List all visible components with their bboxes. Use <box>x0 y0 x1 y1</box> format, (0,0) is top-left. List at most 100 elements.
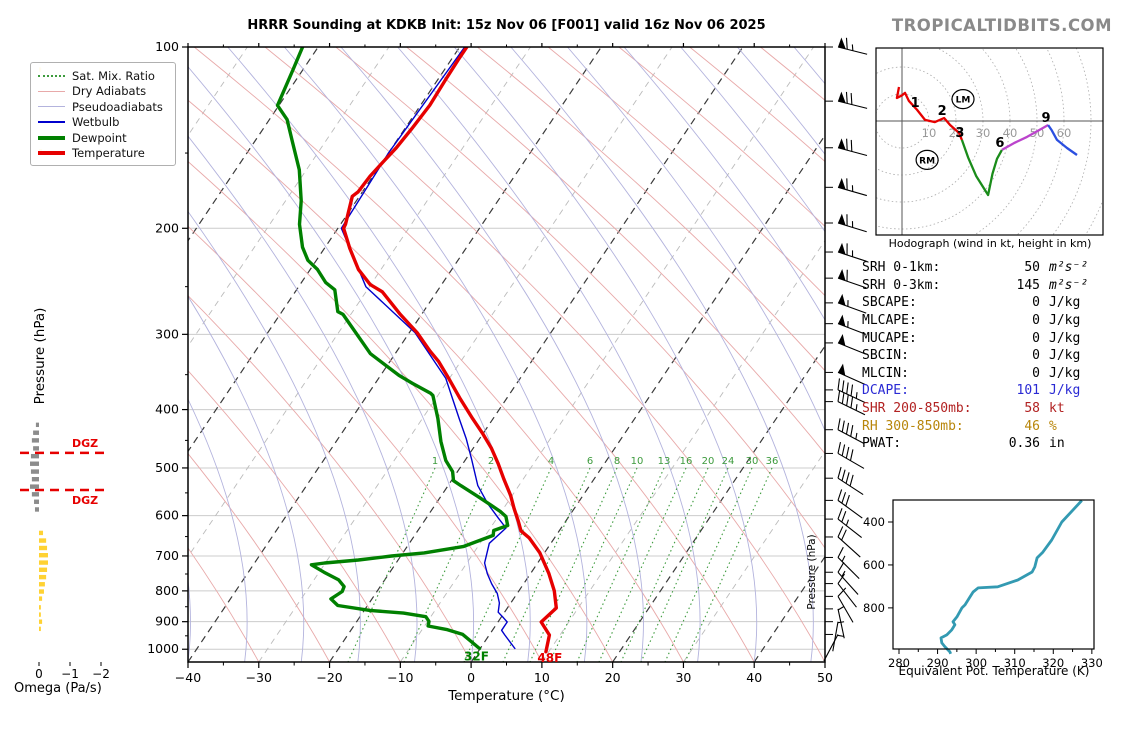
stat-value: 101 <box>1016 383 1040 399</box>
hodograph-ring-label: 30 <box>976 126 991 140</box>
legend-item-label: Dewpoint <box>72 130 127 145</box>
omega-bar <box>39 574 47 580</box>
wind-barb <box>837 363 866 386</box>
omega-bar <box>39 545 48 551</box>
wind-barb <box>823 634 844 662</box>
legend-line-sample <box>38 90 65 92</box>
hodograph-marker-label: LM <box>956 96 971 106</box>
omega-tick-label: −1 <box>61 667 79 681</box>
pressure-tick-label: 700 <box>155 548 179 563</box>
theta-e-axis-label: Equivalent Pot. Temperature (K) <box>898 664 1090 678</box>
stat-row: DCAPE: 101 J/kg <box>862 382 1124 400</box>
wind-barb <box>832 621 845 652</box>
pressure-tick-label: 800 <box>155 583 179 598</box>
theta-e-x-tick: 330 <box>1081 656 1103 670</box>
stat-label: SRH 0-1km: <box>862 260 941 276</box>
omega-bar <box>31 438 39 443</box>
legend-line-sample <box>38 106 65 108</box>
stat-value: 145 <box>1016 277 1040 293</box>
omega-bar <box>31 477 39 482</box>
pressure-tick-label: 300 <box>155 326 179 341</box>
wind-barb <box>837 334 867 355</box>
omega-bar <box>39 596 43 601</box>
surface-dewpoint-label: 32F <box>464 649 489 663</box>
temp-tick-label: 0 <box>467 670 475 685</box>
omega-bar <box>39 560 48 565</box>
hodograph-ring-label: 40 <box>1003 126 1018 140</box>
pressure-axis-label: Pressure (hPa) <box>32 307 48 405</box>
page-title: HRRR Sounding at KDKB Init: 15z Nov 06 [… <box>247 18 766 33</box>
omega-tick-label: 0 <box>35 667 43 681</box>
legend-item: Dry Adiabats <box>38 84 168 100</box>
pressure-tick-label: 200 <box>155 220 179 235</box>
hodograph-trace-6-9km <box>1001 124 1049 151</box>
wind-barb <box>837 390 866 416</box>
mixing-ratio-label: 36 <box>766 456 779 467</box>
mixing-ratio-label: 13 <box>658 456 671 467</box>
temp-tick-label: 10 <box>534 670 550 685</box>
omega-bar <box>39 605 41 610</box>
stat-value: 0 <box>1032 365 1040 381</box>
wind-barb <box>837 587 854 623</box>
pressure-tick-label: 500 <box>155 460 179 475</box>
stats-panel: SRH 0-1km: 50 m²s⁻² SRH 0-3km: 145 m²s⁻² SBCAP… <box>862 259 1124 453</box>
stat-unit: % <box>1049 418 1057 434</box>
hodograph-ring-label: 10 <box>922 126 937 140</box>
stat-label: PWAT: <box>862 436 902 452</box>
wind-barb <box>837 293 867 314</box>
temp-tick-label: 50 <box>817 670 833 685</box>
temp-tick-label: −20 <box>316 670 342 685</box>
omega-bar <box>34 499 39 504</box>
omega-bar <box>33 446 39 451</box>
legend: Sat. Mix. Ratio Dry Adiabats Pseudoadiabat… <box>30 62 176 166</box>
mixing-ratio-label: 16 <box>680 456 693 467</box>
omega-bar <box>39 626 41 632</box>
theta-e-x-tick: 310 <box>1004 656 1026 670</box>
omega-bar <box>39 582 45 587</box>
omega-bar <box>39 612 41 617</box>
dgz-label: DGZ <box>72 494 98 507</box>
wind-barb <box>837 573 857 608</box>
theta-e-y-tick: 400 <box>863 515 885 529</box>
wind-barb <box>837 466 864 496</box>
stat-label: SBCAPE: <box>862 295 917 311</box>
theta-e-x-tick: 300 <box>965 656 987 670</box>
legend-line-sample <box>38 151 65 156</box>
stat-label: SRH 0-3km: <box>862 277 941 293</box>
legend-item-label: Sat. Mix. Ratio <box>72 68 155 83</box>
wind-barb <box>837 526 861 558</box>
hodograph-height-label: 2 <box>938 104 947 119</box>
stat-unit: in <box>1049 436 1065 452</box>
legend-item: Sat. Mix. Ratio <box>38 68 168 84</box>
legend-item-label: Wetbulb <box>72 115 120 130</box>
hodograph-height-label: 1 <box>911 96 920 111</box>
temp-tick-label: −10 <box>387 670 413 685</box>
legend-item: Dewpoint <box>38 130 168 146</box>
pressure-tick-label: 600 <box>155 508 179 523</box>
hodograph-height-label: 9 <box>1042 111 1051 126</box>
mixing-ratio-label: 6 <box>587 456 593 467</box>
brand-logo: TROPICALTIDBITS.COM <box>891 16 1112 35</box>
pressure-tick-label: 900 <box>155 614 179 629</box>
stat-label: MLCIN: <box>862 365 909 381</box>
omega-bar <box>30 484 39 489</box>
stat-row: PWAT: 0.36 in <box>862 435 1124 453</box>
legend-line-sample <box>38 135 65 140</box>
omega-bar <box>39 619 43 624</box>
omega-axis-label: Omega (Pa/s) <box>14 681 102 696</box>
temp-tick-label: 30 <box>675 670 691 685</box>
mixing-ratio-label: 8 <box>614 456 620 467</box>
temp-tick-label: −30 <box>246 670 272 685</box>
mixing-ratio-label: 24 <box>722 456 735 467</box>
mixing-ratio-label: 1 <box>432 456 438 467</box>
theta-e-pressure-label: Pressure (hPa) <box>806 534 818 610</box>
omega-bar <box>33 430 39 435</box>
stat-row: SBCIN: 0 J/kg <box>862 347 1124 365</box>
wind-barb <box>837 213 867 233</box>
wind-barb <box>837 562 859 595</box>
dewpoint_c-trace <box>275 47 510 651</box>
surface-temperature-label: 48F <box>537 651 562 665</box>
